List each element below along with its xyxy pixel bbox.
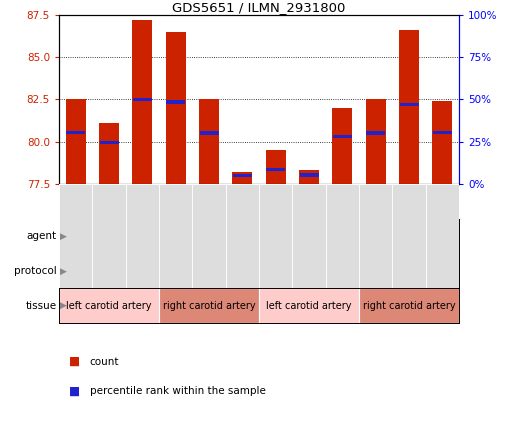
Text: ■: ■ xyxy=(69,355,81,368)
Bar xyxy=(100,141,119,144)
Bar xyxy=(392,184,426,288)
Bar xyxy=(92,184,126,288)
Bar xyxy=(299,170,319,184)
Text: ■: ■ xyxy=(69,385,81,398)
Text: ▶: ▶ xyxy=(60,266,67,276)
Bar xyxy=(366,99,386,184)
Bar xyxy=(233,174,252,177)
Text: count: count xyxy=(90,357,120,367)
Bar xyxy=(159,184,192,288)
Bar xyxy=(99,123,119,184)
Bar xyxy=(126,184,159,288)
Bar xyxy=(132,20,152,184)
Bar xyxy=(259,219,459,254)
Bar xyxy=(433,131,452,134)
Text: unligated: unligated xyxy=(386,266,432,276)
Text: ▶: ▶ xyxy=(60,301,67,310)
Bar xyxy=(332,108,352,184)
Bar xyxy=(259,184,292,288)
Text: percentile rank within the sample: percentile rank within the sample xyxy=(90,386,266,396)
Text: control: control xyxy=(342,231,376,242)
Bar xyxy=(192,184,226,288)
Bar xyxy=(326,184,359,288)
Text: ligated: ligated xyxy=(292,266,326,276)
Text: left carotid artery: left carotid artery xyxy=(266,301,352,311)
Bar xyxy=(199,99,219,184)
Bar xyxy=(59,219,259,254)
Text: 5Aza: 5Aza xyxy=(147,231,171,242)
Bar xyxy=(66,131,85,134)
Bar xyxy=(159,254,259,288)
Text: ligated: ligated xyxy=(92,266,126,276)
Bar xyxy=(359,288,459,323)
Text: right carotid artery: right carotid artery xyxy=(163,301,255,311)
Text: unligated: unligated xyxy=(186,266,232,276)
Bar xyxy=(159,288,259,323)
Bar xyxy=(300,173,319,176)
Bar xyxy=(359,184,392,288)
Bar xyxy=(59,254,159,288)
Bar xyxy=(266,168,285,171)
Bar xyxy=(399,30,419,184)
Bar xyxy=(166,100,185,104)
Bar xyxy=(66,99,86,184)
Bar xyxy=(359,254,459,288)
Bar xyxy=(426,184,459,288)
Text: tissue: tissue xyxy=(25,301,56,311)
Bar xyxy=(333,135,352,138)
Bar xyxy=(232,172,252,184)
Text: left carotid artery: left carotid artery xyxy=(66,301,152,311)
Text: protocol: protocol xyxy=(14,266,56,276)
Title: GDS5651 / ILMN_2931800: GDS5651 / ILMN_2931800 xyxy=(172,1,346,14)
Bar xyxy=(266,150,286,184)
Bar xyxy=(400,103,419,106)
Bar xyxy=(59,184,92,288)
Bar xyxy=(59,288,159,323)
Bar xyxy=(259,254,359,288)
Bar xyxy=(200,132,219,135)
Bar xyxy=(133,98,152,101)
Bar xyxy=(226,184,259,288)
Bar xyxy=(259,288,359,323)
Bar xyxy=(166,32,186,184)
Bar xyxy=(366,132,385,135)
Text: right carotid artery: right carotid artery xyxy=(363,301,456,311)
Text: ▶: ▶ xyxy=(60,232,67,241)
Bar xyxy=(292,184,326,288)
Text: agent: agent xyxy=(26,231,56,242)
Bar xyxy=(432,101,452,184)
